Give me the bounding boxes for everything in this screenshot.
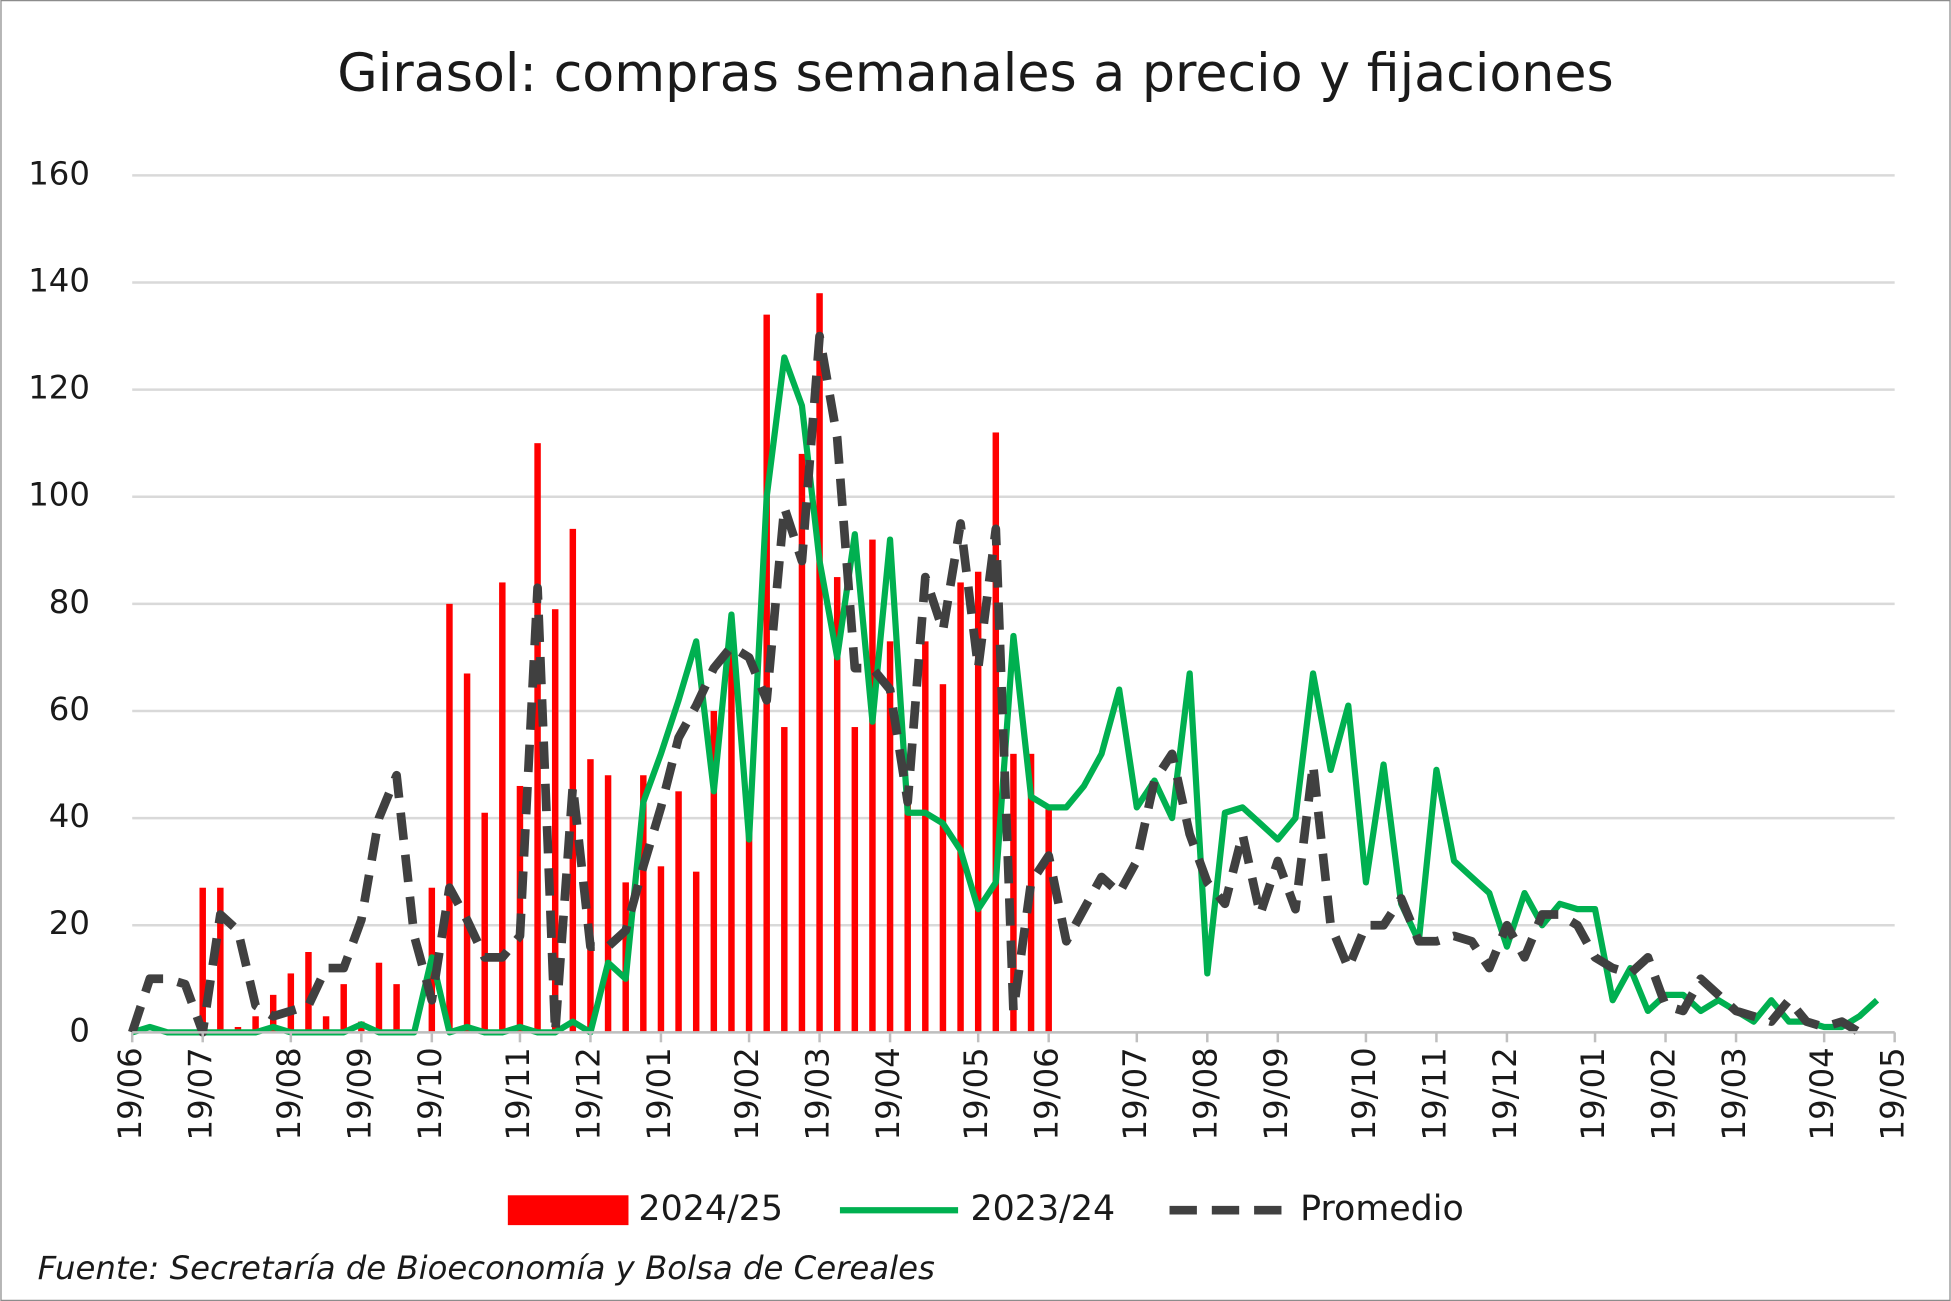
series-line	[131, 354, 1880, 1036]
y-tick-label: 140	[28, 261, 90, 299]
x-tick-label: 19/12	[569, 1047, 607, 1140]
bar	[886, 641, 894, 1033]
legend-label: 2023/24	[971, 1189, 1116, 1229]
x-tick-label: 19/09	[340, 1047, 378, 1140]
x-tick-label: 19/08	[1186, 1047, 1224, 1140]
bar	[816, 293, 823, 1033]
bar	[675, 791, 682, 1033]
bar	[992, 432, 1000, 1033]
bar	[587, 759, 594, 1033]
x-tick-label: 19/10	[411, 1047, 449, 1140]
bar	[305, 952, 312, 1033]
bar	[569, 528, 577, 1033]
bar	[446, 603, 453, 1033]
y-tick-label: 80	[49, 583, 90, 621]
x-tick-label: 19/06	[1028, 1047, 1066, 1140]
lines	[128, 331, 1880, 1037]
y-tick-label: 160	[28, 154, 90, 192]
bar	[252, 1016, 259, 1033]
y-tick-label: 0	[69, 1011, 90, 1049]
series-line	[128, 331, 1862, 1037]
x-tick-label: 19/07	[1116, 1047, 1154, 1140]
bar	[869, 539, 876, 1033]
bar	[1010, 753, 1017, 1033]
x-tick-label: 19/09	[1257, 1047, 1295, 1140]
bar	[287, 973, 295, 1033]
x-tick-label: 19/11	[1415, 1047, 1453, 1140]
bar	[922, 641, 929, 1033]
bar	[657, 866, 665, 1033]
bar	[516, 785, 524, 1033]
bar	[833, 577, 841, 1033]
bar	[1045, 807, 1052, 1033]
bar	[763, 314, 770, 1033]
bar	[692, 871, 700, 1033]
bar	[322, 1016, 330, 1033]
bar	[974, 571, 982, 1033]
source-note: Fuente: Secretaría de Bioeconomía y Bols…	[38, 1249, 935, 1287]
legend-label: 2024/25	[638, 1189, 783, 1229]
y-tick-label: 120	[28, 369, 90, 407]
y-tick-label: 100	[28, 476, 90, 514]
x-tick-label: 19/03	[1715, 1047, 1753, 1140]
y-tick-label: 60	[49, 690, 90, 728]
bar	[393, 984, 400, 1033]
bar	[375, 962, 383, 1033]
bar	[463, 673, 471, 1033]
x-tick-label: 19/07	[182, 1047, 220, 1140]
legend: 2024/25 2023/24 Promedio	[507, 1189, 1464, 1229]
bar	[745, 818, 753, 1033]
bar	[199, 887, 206, 1033]
bar	[481, 812, 488, 1033]
x-tick-label: 19/02	[728, 1047, 766, 1140]
x-tick-label: 19/05	[1874, 1047, 1912, 1140]
bar	[217, 887, 224, 1033]
bar	[534, 443, 541, 1033]
bar	[904, 791, 911, 1033]
x-tick-label: 19/04	[1803, 1047, 1841, 1140]
bar	[781, 727, 788, 1033]
bar	[551, 609, 559, 1033]
axes: 0 20 40 60 80 100 120 140 160 19/06 19/07 19/08 19/0…	[28, 154, 1911, 1140]
x-tick-label: 19/01	[640, 1047, 678, 1140]
bar	[640, 775, 647, 1033]
bar	[604, 775, 612, 1033]
x-tick-label: 19/04	[869, 1047, 907, 1140]
bar	[499, 582, 506, 1033]
x-tick-label: 19/01	[1574, 1047, 1612, 1140]
x-tick-label: 19/03	[799, 1047, 837, 1140]
chart-title: Girasol: compras semanales a precio y fi…	[337, 44, 1613, 104]
x-tick-label: 19/06	[111, 1047, 149, 1140]
x-tick-label: 19/05	[957, 1047, 995, 1140]
bar	[340, 984, 347, 1033]
bar	[939, 684, 947, 1033]
x-tick-label: 19/11	[499, 1047, 537, 1140]
legend-swatch	[507, 1195, 629, 1226]
x-tick-label: 19/10	[1345, 1047, 1383, 1140]
x-tick-label: 19/12	[1486, 1047, 1524, 1140]
y-tick-label: 40	[49, 797, 90, 835]
x-tick-label: 19/02	[1645, 1047, 1683, 1140]
y-tick-label: 20	[49, 904, 90, 942]
bar	[710, 710, 718, 1033]
x-tick-label: 19/08	[270, 1047, 308, 1140]
bar	[851, 727, 859, 1033]
bar	[798, 453, 806, 1033]
bar	[728, 630, 735, 1033]
bar	[957, 582, 964, 1033]
legend-label: Promedio	[1300, 1189, 1464, 1229]
